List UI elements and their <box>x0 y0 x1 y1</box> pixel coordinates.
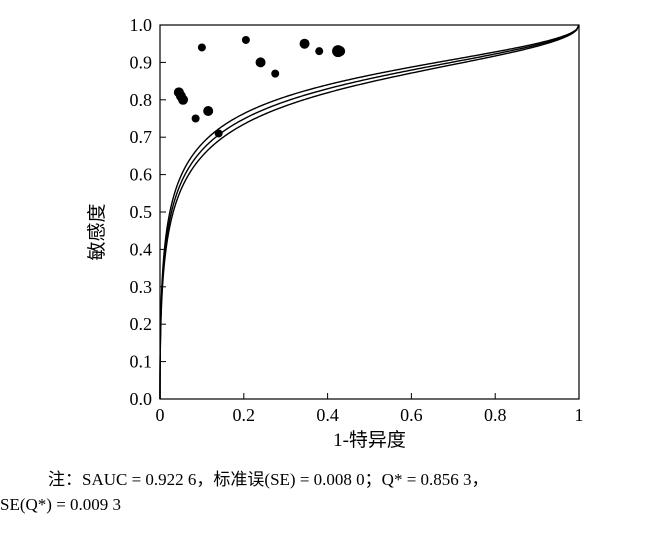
y-tick-label: 0.6 <box>130 165 153 185</box>
x-axis: 0 0.2 0.4 0.6 0.8 1 <box>156 393 584 425</box>
study-point <box>178 94 189 105</box>
y-tick-label: 0.8 <box>130 90 153 110</box>
study-point <box>255 57 266 68</box>
x-axis-label: 1-特异度 <box>333 429 406 451</box>
y-axis: 0.0 0.1 0.2 0.3 0.4 0.5 0.6 0.7 0.8 0.9 1.0 <box>130 15 166 409</box>
study-points <box>173 35 346 138</box>
x-tick-label: 0 <box>156 405 165 425</box>
study-point <box>203 106 214 117</box>
y-tick-label: 0.2 <box>130 314 153 334</box>
y-tick-label: 0.0 <box>130 389 153 409</box>
x-tick-label: 0.2 <box>233 405 256 425</box>
sroc-chart: 0 0.2 0.4 0.6 0.8 1 0.00.10.20.30.40.50.60.70… <box>86 15 584 451</box>
y-tick-label: 0.4 <box>130 239 153 259</box>
x-tick-label: 0.6 <box>400 405 423 425</box>
y-tick-label: 0.7 <box>130 127 153 147</box>
y-tick-label: 0.1 <box>130 352 153 372</box>
study-point <box>241 35 250 44</box>
study-point <box>315 47 324 56</box>
y-tick-label: 0.9 <box>130 52 153 72</box>
sroc-curves <box>159 24 580 399</box>
sroc-curve-upper <box>159 24 580 399</box>
plot-frame <box>159 24 580 400</box>
y-tick-label: 0.3 <box>130 277 153 297</box>
study-point <box>191 114 200 123</box>
y-tick-label: 0.5 <box>130 202 153 222</box>
study-point <box>214 129 223 138</box>
chart-note-line-2: SE(Q*) = 0.009 3 <box>0 495 122 514</box>
x-tick-label: 1 <box>575 405 584 425</box>
study-point <box>335 46 346 57</box>
study-point <box>271 69 280 78</box>
study-point <box>299 38 310 49</box>
sroc-curve-lower <box>159 24 580 399</box>
chart-note-line-1: 注：SAUC = 0.922 6，标准误(SE) = 0.008 0；Q* = … <box>48 470 489 489</box>
study-point <box>197 43 206 52</box>
sroc-curve-sroc <box>159 24 580 399</box>
y-axis-label: 敏感度 <box>86 203 108 260</box>
y-tick-label: 1.0 <box>130 15 153 35</box>
x-tick-label: 0.4 <box>316 405 339 425</box>
x-tick-label: 0.8 <box>484 405 507 425</box>
